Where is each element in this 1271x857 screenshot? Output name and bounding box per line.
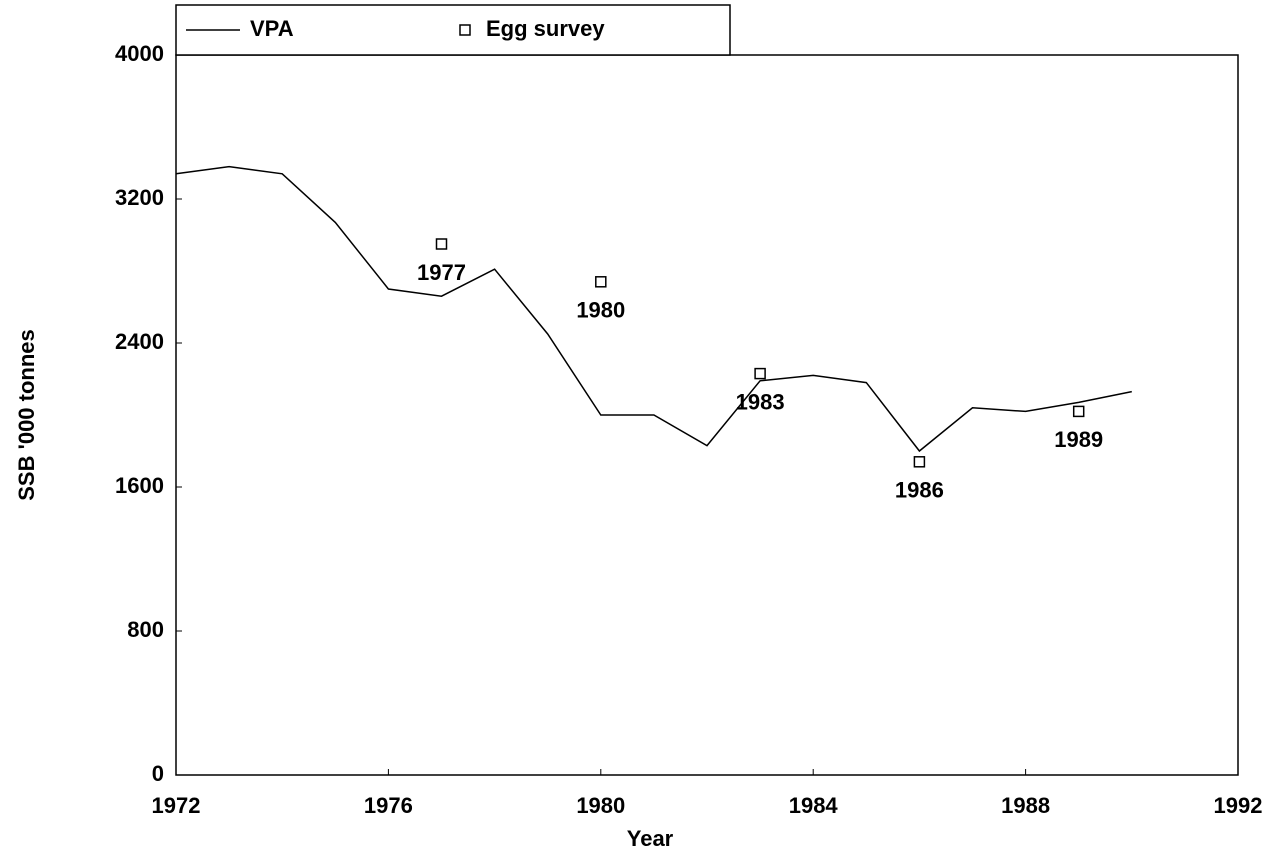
y-tick-label: 1600	[115, 473, 164, 498]
point-label: 1980	[576, 298, 625, 323]
legend-label: VPA	[250, 16, 294, 41]
egg-survey-point	[595, 276, 607, 288]
x-tick-label: 1976	[364, 793, 413, 818]
legend-box	[175, 4, 731, 56]
point-label: 1986	[895, 478, 944, 503]
y-tick-label: 4000	[115, 41, 164, 66]
x-tick-label: 1980	[576, 793, 625, 818]
point-label: 1977	[417, 260, 466, 285]
egg-survey-point	[1072, 405, 1085, 418]
point-label: 1983	[736, 389, 785, 414]
legend-label: Egg survey	[486, 16, 605, 41]
egg-survey-point	[435, 238, 448, 250]
egg-survey-point	[754, 367, 766, 380]
y-tick-label: 2400	[115, 329, 164, 354]
y-tick-label: 0	[152, 761, 164, 786]
y-tick-label: 800	[127, 617, 164, 642]
x-tick-label: 1984	[789, 793, 839, 818]
vpa-line	[175, 165, 1132, 453]
x-axis-label: Year	[627, 826, 674, 851]
x-tick-label: 1988	[1001, 793, 1050, 818]
point-label: 1989	[1054, 427, 1103, 452]
y-tick-label: 3200	[115, 185, 164, 210]
egg-survey-point	[913, 456, 926, 468]
x-tick-label: 1972	[152, 793, 201, 818]
legend-marker	[459, 24, 471, 36]
y-axis-label: SSB '000 tonnes	[14, 329, 39, 501]
x-tick-label: 1992	[1214, 793, 1263, 818]
